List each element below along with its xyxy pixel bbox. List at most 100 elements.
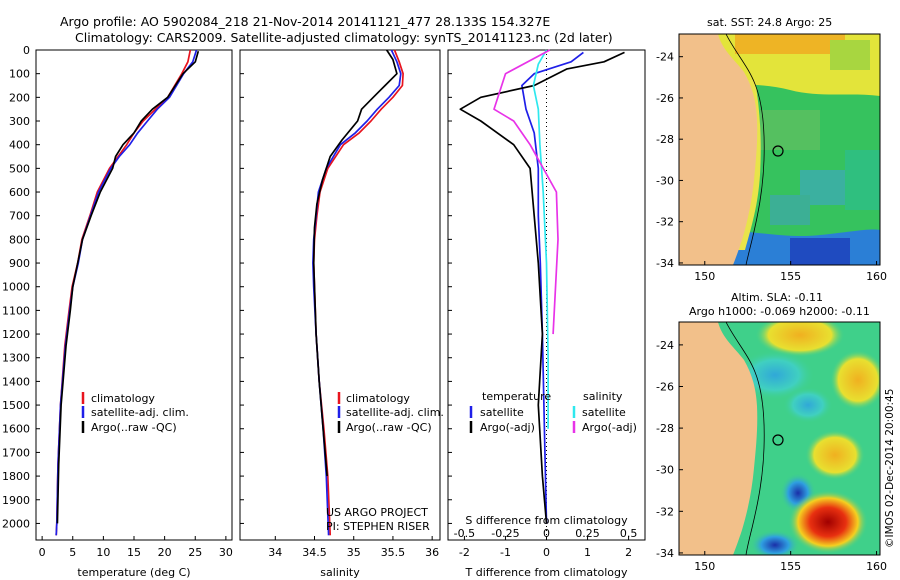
x-tick-label: 30	[219, 546, 233, 559]
legend-argo-label: Argo(..raw -QC)	[346, 421, 432, 434]
y-tick-label: 900	[9, 257, 30, 270]
difference-legend: temperature satellite Argo(-adj) salinit…	[469, 390, 637, 434]
map-lat-label: -30	[656, 174, 674, 187]
x-tick-label-secondary: -0.25	[491, 527, 519, 540]
map-lon-label: 150	[694, 560, 715, 573]
map-lat-label: -30	[656, 464, 674, 477]
x-tick-label: 20	[158, 546, 172, 559]
legend-sal-argo-label: Argo(-adj)	[582, 421, 637, 434]
y-tick-label: 200	[9, 91, 30, 104]
x-axis-label: T difference from climatology	[465, 566, 628, 579]
map-lat-label: -34	[656, 257, 674, 270]
pi-annotation: PI: STEPHEN RISER	[326, 520, 430, 533]
y-tick-label: 1200	[2, 328, 30, 341]
y-tick-label: 800	[9, 233, 30, 246]
x-tick-label: 5	[69, 546, 76, 559]
x-tick-label: 0	[543, 546, 550, 559]
y-tick-label: 1400	[2, 375, 30, 388]
map-lon-label: 160	[866, 270, 887, 283]
x-tick-label: 35	[347, 546, 361, 559]
series-line-argo-raw-qc-	[312, 49, 398, 477]
plot-frame	[35, 49, 233, 541]
x-tick-label: 35.5	[381, 546, 406, 559]
x-tick-label: 1	[584, 546, 591, 559]
legend-satellite-label: satellite-adj. clim.	[346, 406, 444, 419]
legend-climatology-label: climatology	[91, 392, 155, 405]
y-tick-label: 2000	[2, 517, 30, 530]
series-line-satellite	[521, 51, 584, 524]
y-tick-label: 400	[9, 139, 30, 152]
legend-satellite-label: satellite-adj. clim.	[91, 406, 189, 419]
series-line-satellite-adj-clim-	[55, 49, 198, 536]
figure-title-line2: Climatology: CARS2009. Satellite-adjuste…	[75, 30, 613, 45]
series-line-climatology	[312, 49, 404, 536]
figure-title-line1: Argo profile: AO 5902084_218 21-Nov-2014…	[60, 14, 550, 29]
y-tick-label: 600	[9, 186, 30, 199]
x-tick-label: -2	[459, 546, 470, 559]
salinity-legend: climatology satellite-adj. clim. Argo(..…	[326, 392, 444, 533]
series-line-climatology	[55, 49, 192, 536]
legend-salinity-title: salinity	[583, 390, 623, 403]
y-tick-label: 1600	[2, 423, 30, 436]
y-tick-label: 1500	[2, 399, 30, 412]
map-lat-label: -32	[656, 505, 674, 518]
x-tick-label: 34.5	[302, 546, 327, 559]
x-tick-label-secondary: -0.5	[454, 527, 475, 540]
map-lat-label: -34	[656, 547, 674, 560]
x-tick-label: 15	[127, 546, 141, 559]
legend-temp-satellite-label: satellite	[480, 406, 524, 419]
x-tick-label: 10	[96, 546, 110, 559]
y-tick-label: 1900	[2, 494, 30, 507]
y-tick-label: 0	[23, 44, 30, 57]
y-tick-label: 1000	[2, 281, 30, 294]
series-line-argo-adj-	[459, 51, 625, 524]
map-axes: -24 -26 -28 -30 -32 -34 150 155 160 -24 -26 -28 -30 -…	[656, 51, 887, 573]
temperature-profile-panel: 0 5 10 15 20 25 30 temperature (deg C) 0 100 200 30…	[2, 44, 233, 579]
map-lat-label: -32	[656, 216, 674, 229]
legend-sal-satellite-label: satellite	[582, 406, 626, 419]
x-tick-label-secondary: 0.25	[575, 527, 600, 540]
map-lat-label: -28	[656, 133, 674, 146]
x-axis-label: temperature (deg C)	[77, 566, 190, 579]
y-tick-label: 500	[9, 162, 30, 175]
map-lat-label: -24	[656, 339, 674, 352]
x-tick-label: 25	[188, 546, 202, 559]
map-lat-label: -24	[656, 51, 674, 64]
sla-map-title-line2: Argo h1000: -0.069 h2000: -0.11	[689, 305, 870, 318]
salinity-profile-panel: 34 34.5 35 35.5 36 salinity	[239, 49, 441, 579]
legend-temperature-title: temperature	[482, 390, 551, 403]
map-lon-label: 160	[866, 560, 887, 573]
y-tick-label: 1800	[2, 470, 30, 483]
plot-frame	[239, 49, 441, 541]
series-line-satellite	[532, 49, 549, 429]
imos-credit: ©IMOS 02-Dec-2014 20:00:45	[884, 389, 896, 548]
x-tick-label: 2	[625, 546, 632, 559]
map-lon-label: 155	[780, 270, 801, 283]
y-tick-label: 100	[9, 68, 30, 81]
map-lat-label: -28	[656, 422, 674, 435]
map-lat-label: -26	[656, 92, 674, 105]
x-tick-label: 34	[268, 546, 282, 559]
sst-map-title: sat. SST: 24.8 Argo: 25	[707, 16, 832, 29]
sst-map: sat. SST: 24.8 Argo: 25	[678, 16, 881, 266]
x-axis-label: salinity	[320, 566, 360, 579]
legend-temp-argo-label: Argo(-adj)	[480, 421, 535, 434]
sla-map: Altim. SLA: -0.11 Argo h1000: -0.069 h20…	[678, 291, 881, 556]
legend-argo-label: Argo(..raw -QC)	[91, 421, 177, 434]
x-tick-label: 36	[425, 546, 439, 559]
map-lat-label: -26	[656, 380, 674, 393]
x-tick-label: -1	[500, 546, 511, 559]
project-annotation: US ARGO PROJECT	[326, 506, 428, 519]
x-tick-label-secondary: 0.5	[620, 527, 638, 540]
map-lon-label: 150	[694, 270, 715, 283]
x-tick-label: 0	[39, 546, 46, 559]
y-tick-label: 1700	[2, 446, 30, 459]
y-tick-label: 700	[9, 210, 30, 223]
argo-location-marker	[772, 434, 784, 446]
sla-map-title-line1: Altim. SLA: -0.11	[731, 291, 823, 304]
series-line-argo-raw-qc-	[56, 50, 200, 524]
series-line-argo-adj-	[493, 49, 559, 335]
temperature-legend: climatology satellite-adj. clim. Argo(..…	[81, 392, 189, 434]
argo-location-marker	[772, 145, 784, 157]
